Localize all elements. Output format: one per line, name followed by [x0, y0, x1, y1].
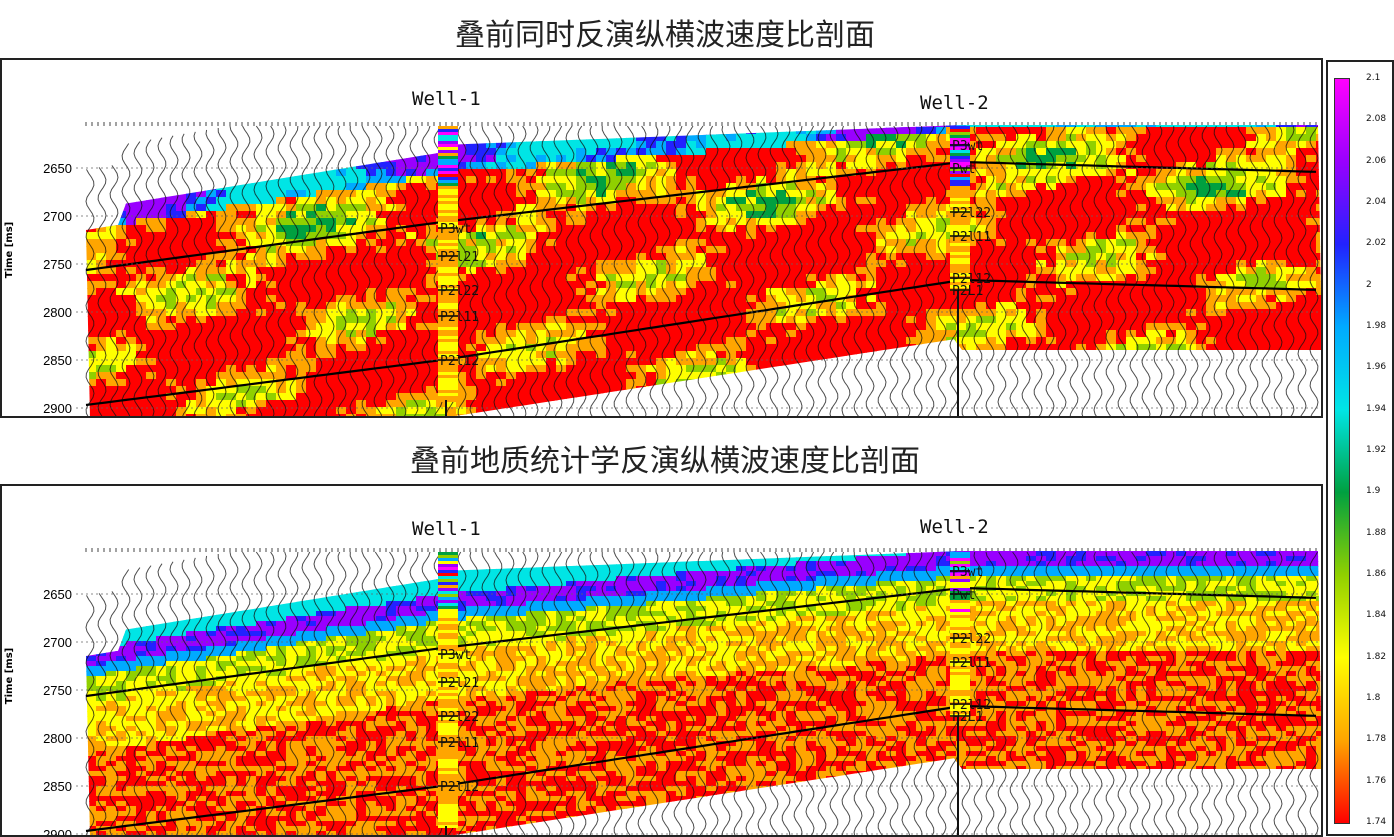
- colorbar-tick-label: 2.04: [1366, 197, 1387, 207]
- horizon-label: P2L1: [952, 710, 983, 725]
- y-tick-label: 2850: [43, 779, 72, 794]
- y-axis-label: Time [ms]: [4, 648, 15, 704]
- colorbar-tick-label: 1.8: [1366, 693, 1381, 703]
- horizon-label: P2l21: [440, 676, 479, 691]
- horizon-label: P3wt: [952, 139, 983, 154]
- horizon-lines: [85, 160, 1317, 407]
- colorbar-tick-label: 1.86: [1366, 569, 1387, 579]
- bottom-section-title: 叠前地质统计学反演纵横波速度比剖面: [410, 444, 920, 479]
- time-axis: Time [ms] 2650 2700 2750 2800 2850 2900: [4, 161, 1321, 416]
- horizon-label: P3wt: [952, 565, 983, 580]
- horizon-label: P2l11: [952, 656, 991, 671]
- y-tick-label: 2800: [43, 305, 72, 320]
- colorbar-tick-label: 2.1: [1366, 73, 1381, 83]
- y-tick-label: 2700: [43, 635, 72, 650]
- trace-tick-row: [85, 548, 1317, 552]
- y-tick-label: 2700: [43, 209, 72, 224]
- top-section-svg: Time [ms] 2650 2700 2750 2800 2850 2900 P3wt P2l…: [2, 60, 1321, 416]
- y-tick-label: 2900: [43, 827, 72, 837]
- y-tick-label: 2900: [43, 401, 72, 416]
- y-tick-label: 2800: [43, 731, 72, 746]
- well-1-label: Well-1: [412, 88, 481, 110]
- vpvs-colorbar: 2.1 2.08 2.06 2.04 2.02 2 1.98 1.96 1.94 1.92 1.9 1…: [1326, 60, 1394, 836]
- y-tick-label: 2750: [43, 257, 72, 272]
- colorbar-gradient: [1334, 78, 1350, 824]
- seismic-traces: [85, 551, 1319, 835]
- colorbar-tick-label: 1.92: [1366, 445, 1387, 455]
- colorbar-tick-label: 1.98: [1366, 321, 1387, 331]
- colorbar-tick-label: 1.88: [1366, 527, 1387, 538]
- horizon-label: P3wt: [440, 648, 471, 663]
- horizon-label: P2l22: [440, 710, 479, 725]
- y-axis-label: Time [ms]: [4, 222, 15, 278]
- colorbar-tick-label: 1.94: [1366, 403, 1387, 414]
- colorbar-tick-label: 1.96: [1366, 362, 1387, 373]
- colorbar-tick-label: 1.82: [1366, 651, 1387, 662]
- horizon-lines: [85, 586, 1317, 833]
- horizon-label: P2l12: [952, 272, 991, 287]
- horizon-label: P2l22: [440, 284, 479, 299]
- horizon-label: P3wt: [440, 222, 471, 237]
- horizon-label: P2l12: [440, 780, 479, 795]
- colorbar-tick-label: 2: [1366, 279, 1372, 290]
- colorbar-tick-label: 1.76: [1366, 775, 1387, 786]
- horizon-label: P2l22: [952, 206, 991, 221]
- colorbar-tick-label: 1.9: [1366, 486, 1381, 497]
- horizon-label: Pwt: [952, 588, 975, 603]
- horizon-label: Pwt: [952, 162, 975, 177]
- well-log-column: P3wt P2l21 P2l22 P2l11 P2l12: [438, 126, 479, 416]
- y-tick-label: 2650: [43, 587, 72, 602]
- colorbar-tick-label: 1.74: [1366, 817, 1387, 827]
- colorbar-tick-label: 2.06: [1366, 155, 1387, 166]
- time-axis: Time [ms] 2650 2700 2750 2800 2850 2900: [4, 587, 1321, 837]
- y-tick-label: 2850: [43, 353, 72, 368]
- horizon-label: P2l11: [952, 230, 991, 245]
- colorbar-tick-label: 2.02: [1366, 238, 1387, 249]
- horizon-label: P2l22: [952, 632, 991, 647]
- horizon-label: P2l11: [440, 736, 479, 751]
- colorbar-tick-label: 2.08: [1366, 114, 1387, 125]
- well-1-label: Well-1: [412, 518, 481, 540]
- horizon-label: P2l21: [440, 250, 479, 265]
- horizon-label: P2L1: [952, 284, 983, 299]
- horizon-label: P2l11: [440, 310, 479, 325]
- top-section-title: 叠前同时反演纵横波速度比剖面: [455, 18, 875, 53]
- top-seismic-section: Time [ms] 2650 2700 2750 2800 2850 2900 P3wt P2l…: [0, 58, 1323, 418]
- bottom-seismic-section: Time [ms] 2650 2700 2750 2800 2850 2900 P3wt P2l…: [0, 484, 1323, 837]
- well-log-column: P3wt P2l21 P2l22 P2l11 P2l12: [438, 552, 479, 835]
- horizon-label: P2l12: [440, 354, 479, 369]
- well-2-label: Well-2: [920, 92, 989, 114]
- y-tick-label: 2650: [43, 161, 72, 176]
- y-tick-label: 2750: [43, 683, 72, 698]
- colorbar-tick-label: 1.84: [1366, 610, 1387, 621]
- horizon-label: P2l12: [952, 698, 991, 713]
- colorbar-tick-label: 1.78: [1366, 734, 1387, 745]
- well-2-label: Well-2: [920, 516, 989, 538]
- bottom-section-svg: Time [ms] 2650 2700 2750 2800 2850 2900 P3wt P2l…: [2, 486, 1321, 837]
